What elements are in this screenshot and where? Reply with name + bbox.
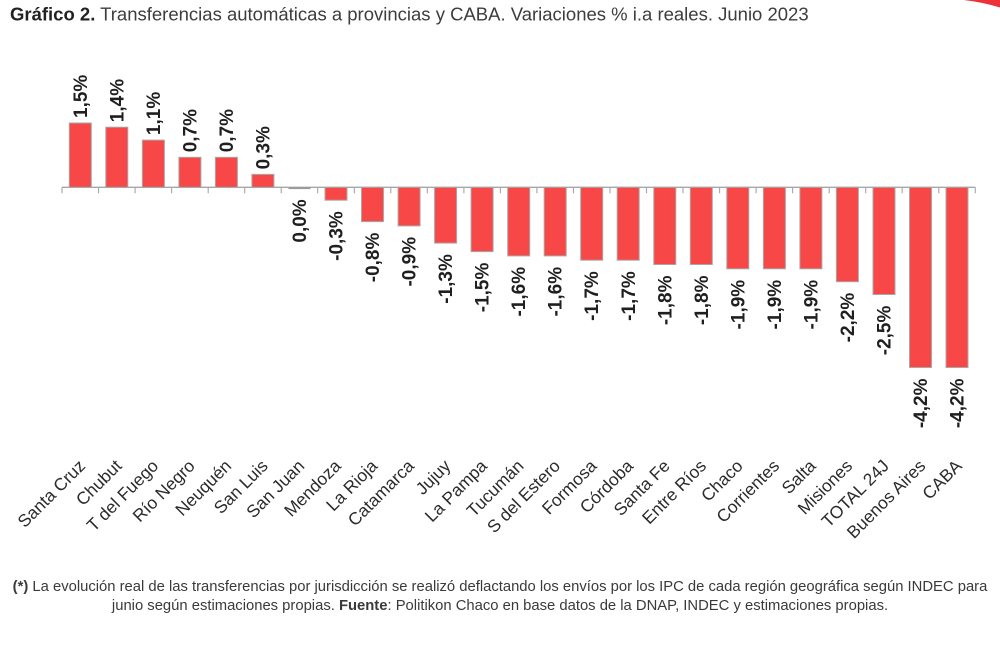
- svg-text:-2,5%: -2,5%: [875, 306, 896, 356]
- svg-text:(*) La evolución real de las t: (*) La evolución real de las transferenc…: [13, 579, 988, 595]
- svg-text:-1,7%: -1,7%: [582, 271, 603, 321]
- svg-text:0,3%: 0,3%: [253, 126, 274, 169]
- svg-text:-1,7%: -1,7%: [619, 271, 640, 321]
- svg-text:0,7%: 0,7%: [180, 109, 201, 152]
- svg-text:1,5%: 1,5%: [71, 75, 92, 118]
- svg-text:-2,2%: -2,2%: [838, 293, 859, 343]
- svg-text:junio según estimaciones propi: junio según estimaciones propias. Fuente…: [111, 598, 888, 614]
- svg-text:-1,6%: -1,6%: [509, 267, 530, 317]
- svg-text:-1,3%: -1,3%: [436, 254, 457, 304]
- svg-text:-1,8%: -1,8%: [655, 275, 676, 325]
- svg-text:Gráfico 2. Transferencias auto: Gráfico 2. Transferencias automáticas a …: [10, 4, 809, 25]
- svg-text:1,4%: 1,4%: [107, 79, 128, 122]
- svg-text:1,1%: 1,1%: [144, 92, 165, 135]
- svg-text:-1,9%: -1,9%: [801, 280, 822, 330]
- svg-text:-1,9%: -1,9%: [765, 280, 786, 330]
- svg-text:-4,2%: -4,2%: [911, 378, 932, 428]
- svg-text:-0,8%: -0,8%: [363, 233, 384, 283]
- svg-text:-1,5%: -1,5%: [473, 263, 494, 313]
- svg-text:-1,9%: -1,9%: [728, 280, 749, 330]
- svg-text:-4,2%: -4,2%: [948, 378, 969, 428]
- svg-text:-0,9%: -0,9%: [400, 237, 421, 287]
- svg-text:-1,8%: -1,8%: [692, 275, 713, 325]
- svg-text:-0,3%: -0,3%: [327, 211, 348, 261]
- svg-text:0,0%: 0,0%: [290, 199, 311, 242]
- svg-text:0,7%: 0,7%: [217, 109, 238, 152]
- svg-text:-1,6%: -1,6%: [546, 267, 567, 317]
